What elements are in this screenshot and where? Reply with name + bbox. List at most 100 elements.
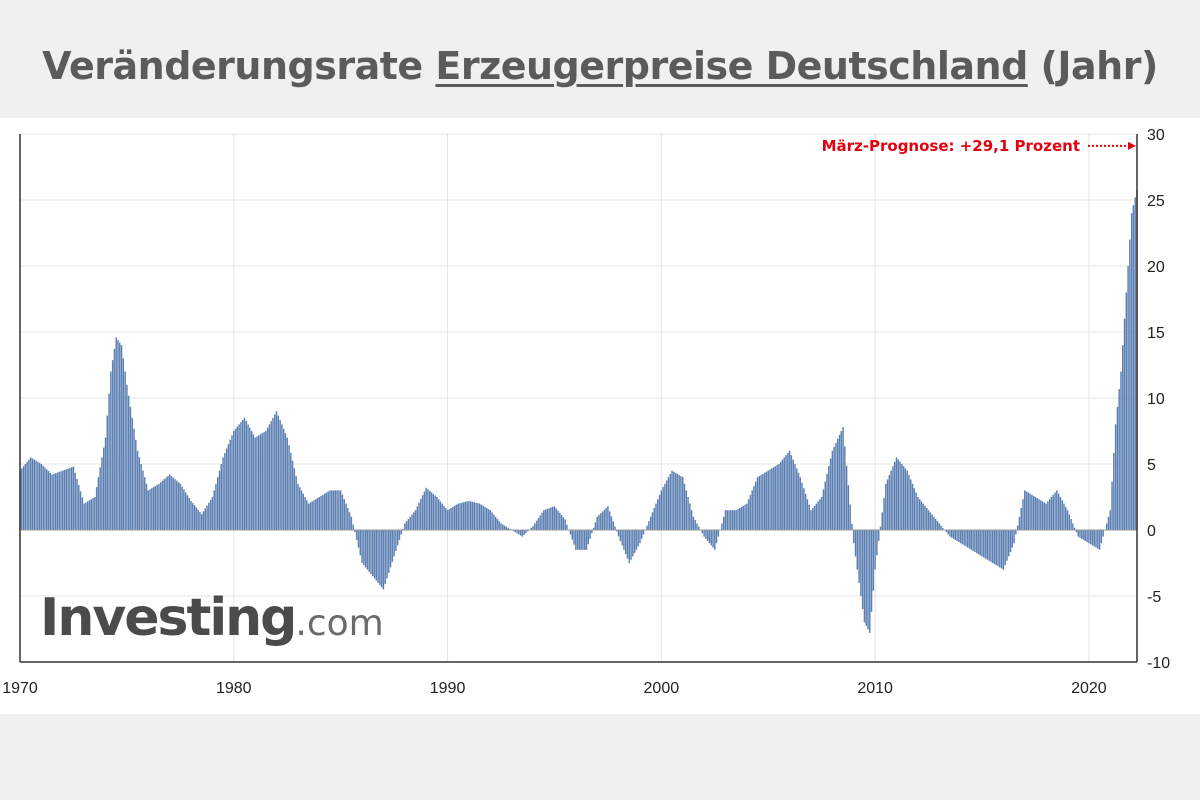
data-bar — [434, 495, 436, 530]
data-bar — [575, 530, 577, 550]
data-bar — [53, 473, 55, 530]
data-bar — [692, 516, 695, 530]
data-bar — [473, 502, 476, 530]
data-bar — [865, 530, 867, 626]
data-bar — [1052, 494, 1054, 530]
data-bar — [687, 497, 689, 530]
data-bar — [822, 489, 825, 530]
data-bar — [386, 530, 388, 579]
data-bar — [1107, 516, 1110, 530]
data-bar — [632, 530, 634, 557]
data-bar — [507, 527, 509, 530]
data-bar — [160, 482, 162, 530]
data-bar — [233, 431, 235, 530]
data-bar — [1045, 503, 1047, 530]
data-bar — [537, 518, 540, 530]
data-bar — [366, 530, 369, 570]
data-bar — [168, 474, 171, 530]
data-bar — [250, 431, 253, 530]
data-bar — [744, 504, 746, 530]
data-bar — [240, 422, 242, 530]
data-bar — [512, 530, 515, 532]
data-bar — [897, 459, 900, 530]
data-bar — [309, 502, 312, 530]
data-bar — [298, 487, 301, 530]
data-bar — [614, 526, 616, 530]
data-bar — [263, 432, 265, 530]
data-bar — [1097, 530, 1099, 549]
data-bar — [886, 479, 889, 530]
data-bar — [1111, 481, 1113, 530]
data-bar — [778, 464, 780, 530]
title-part-2-link[interactable]: Erzeugerpreise Deutschland — [435, 44, 1028, 88]
data-bar — [657, 499, 659, 530]
data-bar — [225, 448, 228, 530]
data-bar — [505, 526, 508, 530]
data-bar — [1068, 514, 1071, 530]
data-bar — [617, 530, 620, 537]
data-bar — [849, 504, 851, 530]
data-bar — [1048, 499, 1051, 530]
data-bar — [213, 490, 215, 530]
data-bar — [895, 457, 898, 530]
data-bar — [405, 521, 408, 530]
data-bar — [922, 503, 924, 530]
data-bar — [131, 417, 133, 530]
data-bar — [901, 464, 903, 530]
data-bar — [981, 530, 983, 557]
data-bar — [1086, 530, 1088, 543]
data-bar — [653, 508, 655, 530]
data-bar — [420, 498, 422, 530]
data-bar — [714, 530, 716, 550]
data-bar — [863, 530, 866, 623]
data-bar — [471, 501, 474, 530]
chart-canvas: 1970 1980 1990 2000 2010 2020 30 25 20 15 10 5 0 -5 -… — [2, 127, 1170, 697]
data-bar — [95, 487, 98, 530]
data-bar — [619, 530, 622, 541]
data-bar — [703, 530, 705, 537]
data-bar — [352, 524, 354, 530]
data-bar — [1114, 424, 1117, 530]
data-bar — [391, 530, 394, 562]
data-bar — [853, 530, 855, 544]
data-bar — [188, 498, 190, 530]
data-bar — [377, 530, 379, 583]
data-bar — [730, 510, 732, 530]
data-bar — [1054, 492, 1056, 530]
data-bar — [918, 499, 921, 530]
data-bar — [592, 527, 595, 530]
data-bar — [343, 499, 345, 530]
data-bar — [478, 503, 481, 530]
data-bar — [412, 512, 415, 530]
data-bar — [316, 498, 319, 530]
data-bar — [804, 493, 807, 530]
data-bar — [106, 415, 109, 530]
data-bar — [637, 530, 639, 547]
data-bar — [126, 384, 128, 530]
data-bar — [452, 506, 454, 530]
data-bar — [60, 471, 62, 530]
data-bar — [1047, 501, 1049, 530]
logo-tld: .com — [295, 603, 384, 644]
data-bar — [347, 508, 349, 530]
data-bar — [1056, 490, 1058, 530]
data-bar — [143, 477, 146, 530]
data-bar — [375, 530, 378, 581]
data-bar — [1002, 530, 1005, 570]
data-bar — [1041, 501, 1044, 530]
data-bar — [958, 530, 960, 543]
data-bar — [275, 411, 278, 530]
data-bar — [152, 487, 155, 530]
data-bar — [664, 483, 666, 530]
data-bar — [569, 530, 572, 535]
data-bar — [348, 512, 351, 530]
data-bar — [158, 483, 160, 530]
y-tick-labels: 30 25 20 15 10 5 0 -5 -10 — [1147, 127, 1170, 672]
data-bar — [277, 415, 280, 530]
forecast-arrow-head — [1128, 141, 1136, 150]
data-bar — [562, 517, 565, 530]
data-bar — [820, 497, 823, 530]
data-bar — [942, 527, 944, 530]
data-bar — [445, 508, 447, 530]
data-bar — [133, 428, 135, 530]
